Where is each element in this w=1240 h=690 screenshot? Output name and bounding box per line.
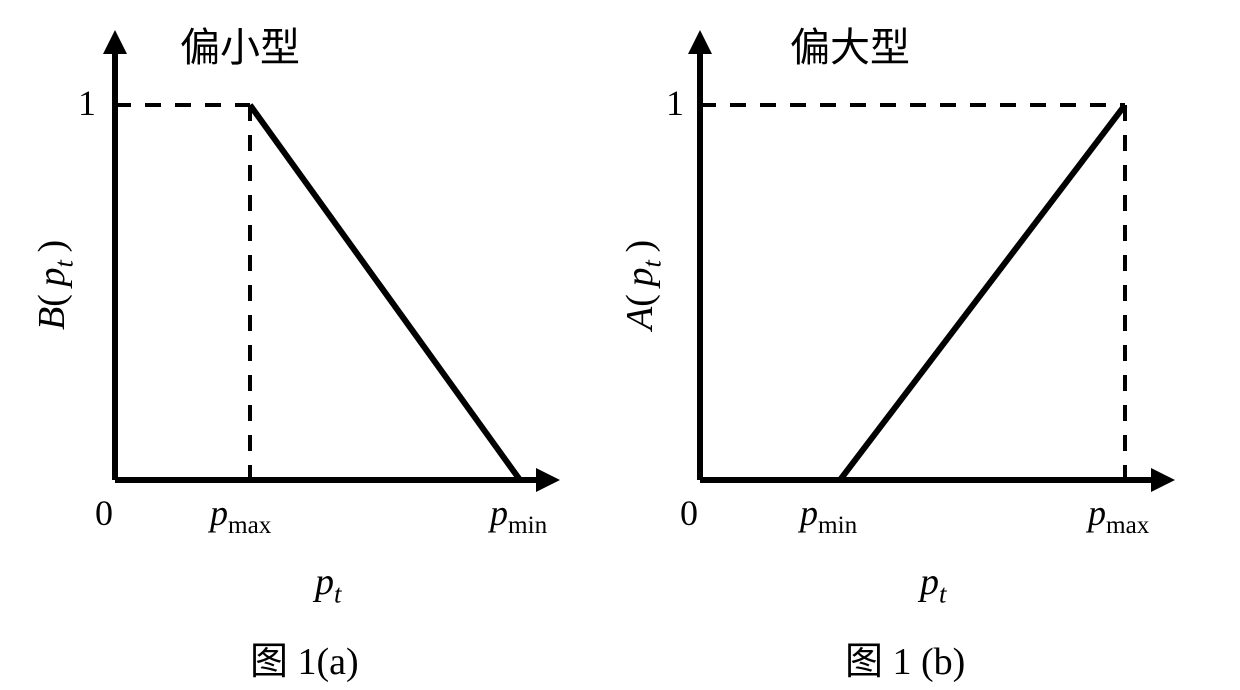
left-xtick-pmin: pmin [490,492,547,540]
left-caption: 图 1(a) [250,630,359,685]
left-xtick-pmax: pmax [210,492,271,540]
left-xlabel: pt [315,560,341,610]
plot-svg [0,0,1240,690]
left-origin: 0 [95,492,113,534]
right-title: 偏大型 [790,15,910,73]
figure-container: { "canvas": { "width": 1240, "height": 6… [0,0,1240,690]
right-ylabel: A( pt ) [618,240,668,330]
left-ylabel: B( pt ) [30,240,80,330]
right-xtick-pmin: pmin [800,492,857,540]
left-title: 偏小型 [180,15,300,73]
right-caption: 图 1 (b) [845,630,965,685]
right-ytick-1: 1 [666,82,684,124]
right-origin: 0 [680,492,698,534]
right-xtick-pmax: pmax [1088,492,1149,540]
left-ytick-1: 1 [78,82,96,124]
right-xlabel: pt [920,560,946,610]
